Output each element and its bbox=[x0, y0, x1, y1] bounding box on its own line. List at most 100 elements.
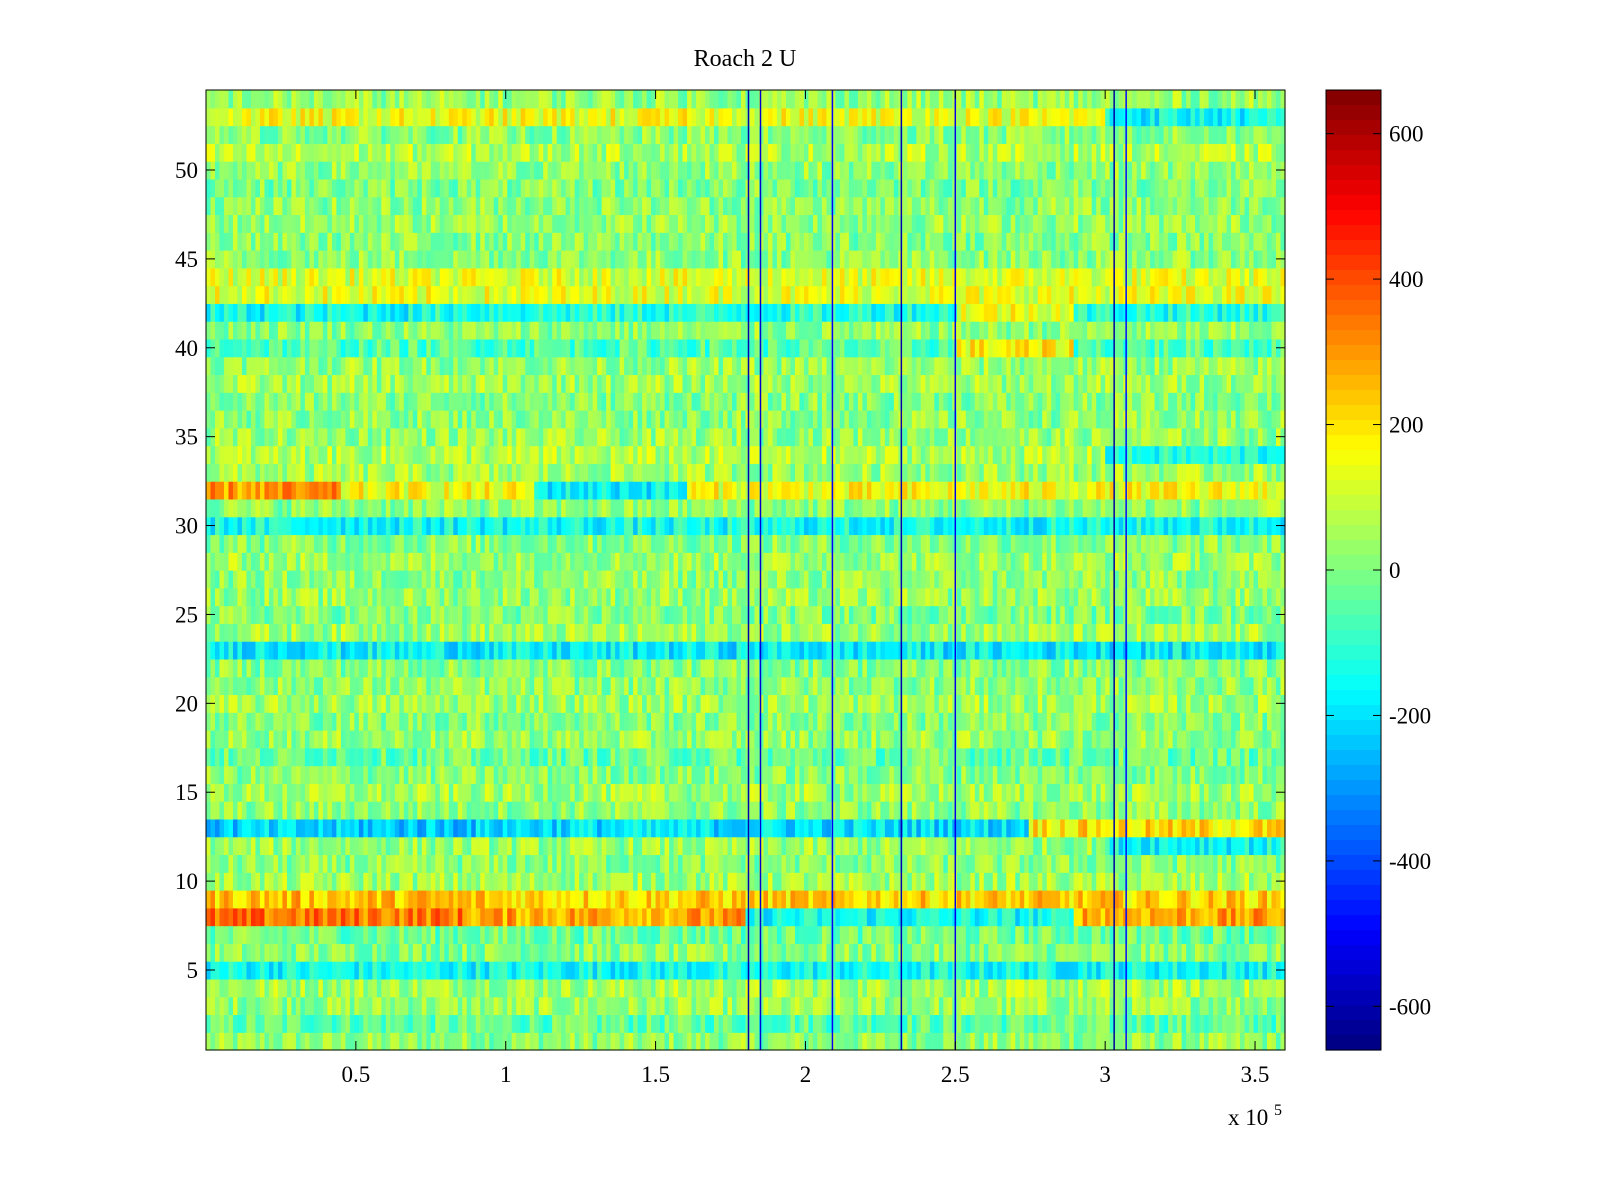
heatmap-cell bbox=[291, 1032, 297, 1051]
heatmap-cell bbox=[349, 676, 355, 696]
heatmap-cell bbox=[848, 730, 854, 749]
heatmap-cell bbox=[250, 765, 257, 784]
heatmap-cell bbox=[579, 1014, 585, 1033]
heatmap-cell bbox=[961, 1014, 967, 1033]
heatmap-cell bbox=[354, 1014, 360, 1033]
heatmap-cell bbox=[345, 783, 351, 802]
heatmap-cell bbox=[363, 1014, 369, 1033]
heatmap-cell bbox=[300, 978, 306, 998]
heatmap-cell bbox=[1010, 694, 1016, 713]
heatmap-cell bbox=[808, 925, 814, 944]
heatmap-cell bbox=[466, 996, 472, 1016]
heatmap-row-3 bbox=[206, 996, 1286, 1016]
heatmap-cell bbox=[884, 872, 890, 891]
heatmap-cell bbox=[601, 1014, 607, 1033]
heatmap-cell bbox=[1253, 943, 1259, 962]
heatmap-cell bbox=[678, 676, 684, 696]
heatmap-cell bbox=[223, 712, 230, 731]
heatmap-cell bbox=[714, 907, 720, 927]
heatmap-cell bbox=[938, 961, 944, 980]
heatmap-cell bbox=[484, 694, 490, 713]
heatmap-cell bbox=[943, 712, 949, 731]
heatmap-cell bbox=[466, 712, 472, 731]
heatmap-cell bbox=[687, 676, 693, 696]
heatmap-cell bbox=[381, 783, 387, 802]
heatmap-cell bbox=[970, 925, 976, 944]
heatmap-cell bbox=[938, 854, 944, 873]
heatmap-cell bbox=[376, 836, 382, 856]
heatmap-cell bbox=[1154, 854, 1160, 873]
heatmap-cell bbox=[552, 978, 558, 998]
heatmap-cell bbox=[1141, 925, 1147, 944]
heatmap-cell bbox=[309, 961, 315, 980]
heatmap-cell bbox=[327, 801, 333, 820]
heatmap-cell bbox=[583, 890, 589, 909]
heatmap-cell bbox=[381, 907, 387, 927]
heatmap-cell bbox=[1046, 890, 1052, 909]
heatmap-cell bbox=[525, 943, 531, 962]
heatmap-cell bbox=[570, 925, 576, 944]
heatmap-cell bbox=[799, 961, 805, 980]
heatmap-cell bbox=[839, 907, 846, 927]
heatmap-cell bbox=[408, 925, 414, 944]
heatmap-cell bbox=[1037, 1014, 1043, 1033]
heatmap-cell bbox=[1064, 801, 1070, 820]
heatmap-row-19 bbox=[206, 712, 1286, 731]
heatmap-cell bbox=[241, 1032, 248, 1051]
heatmap-cell bbox=[268, 783, 275, 802]
heatmap-cell bbox=[970, 907, 976, 927]
heatmap-cell bbox=[826, 801, 832, 820]
heatmap-cell bbox=[1150, 925, 1156, 944]
heatmap-cell bbox=[992, 890, 998, 909]
heatmap-cell bbox=[268, 996, 275, 1016]
heatmap-cell bbox=[660, 925, 666, 944]
heatmap-cell bbox=[1159, 1014, 1165, 1033]
heatmap-cell bbox=[426, 872, 432, 891]
heatmap-cell bbox=[385, 943, 391, 962]
heatmap-cell bbox=[691, 943, 697, 962]
heatmap-cell bbox=[561, 836, 567, 856]
heatmap-cell bbox=[1078, 907, 1084, 927]
heatmap-cell bbox=[790, 783, 796, 802]
heatmap-cell bbox=[241, 907, 248, 927]
heatmap-cell bbox=[687, 961, 693, 980]
heatmap-cell bbox=[884, 712, 890, 731]
heatmap-cell bbox=[390, 694, 396, 713]
heatmap-cell bbox=[570, 890, 576, 909]
heatmap-cell bbox=[727, 801, 733, 820]
heatmap-cell bbox=[871, 836, 877, 856]
heatmap-cell bbox=[610, 694, 616, 713]
heatmap-cell bbox=[561, 783, 567, 802]
heatmap-cell bbox=[934, 1032, 940, 1051]
heatmap-cell bbox=[624, 712, 630, 731]
heatmap-cell bbox=[228, 747, 234, 767]
heatmap-cell bbox=[336, 925, 342, 944]
heatmap-cell bbox=[1262, 890, 1268, 909]
heatmap-cell bbox=[1132, 783, 1138, 802]
heatmap-cell bbox=[844, 801, 850, 820]
heatmap-cell bbox=[956, 925, 962, 944]
heatmap-cell bbox=[228, 854, 234, 873]
heatmap-cell bbox=[1105, 1032, 1111, 1051]
heatmap-cell bbox=[979, 836, 985, 856]
heatmap-cell bbox=[340, 1032, 346, 1051]
heatmap-cell bbox=[736, 872, 742, 891]
heatmap-cell bbox=[705, 730, 711, 749]
heatmap-cell bbox=[1195, 694, 1201, 713]
heatmap-cell bbox=[821, 978, 828, 998]
heatmap-cell bbox=[448, 925, 454, 944]
heatmap-cell bbox=[390, 890, 396, 909]
heatmap-cell bbox=[327, 890, 333, 909]
heatmap-cell bbox=[480, 943, 486, 962]
heatmap-cell bbox=[1240, 783, 1246, 802]
heatmap-cell bbox=[444, 943, 450, 962]
heatmap-cell bbox=[817, 890, 823, 909]
heatmap-cell bbox=[538, 676, 544, 696]
heatmap-cell bbox=[1132, 872, 1138, 891]
heatmap-cell bbox=[862, 943, 868, 962]
heatmap-cell bbox=[408, 872, 414, 891]
heatmap-cell bbox=[718, 676, 724, 696]
heatmap-cell bbox=[893, 872, 899, 891]
heatmap-cell bbox=[214, 1014, 221, 1033]
heatmap-cell bbox=[1028, 694, 1034, 713]
